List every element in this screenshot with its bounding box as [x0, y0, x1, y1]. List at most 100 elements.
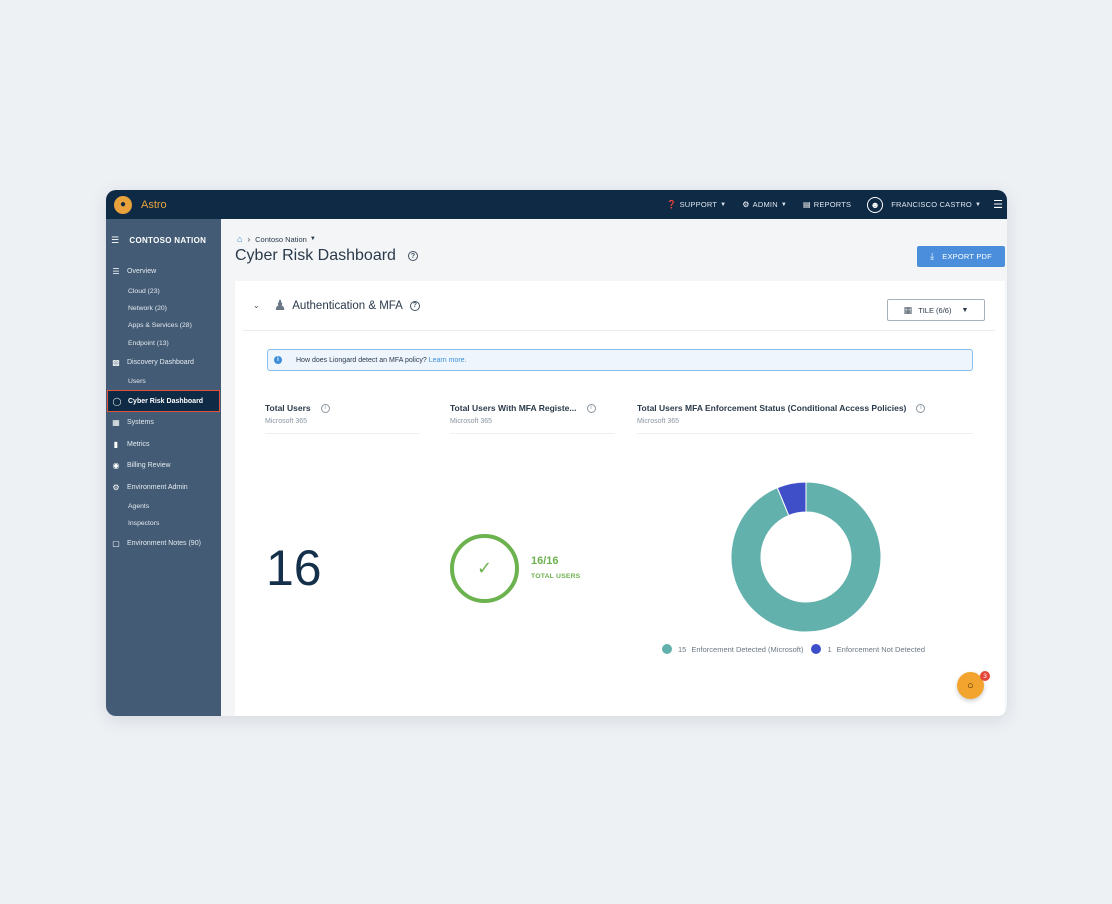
sidebar-item-label: Discovery Dashboard	[127, 358, 194, 366]
auth-mfa-card: ⌄ ♟ Authentication & MFA ? ▦ TILE (6/6) …	[235, 281, 1005, 716]
hamburger-icon[interactable]: ☰	[111, 234, 120, 245]
info-text: How does Liongard detect an MFA policy?	[296, 356, 427, 364]
user-avatar-icon: ☻	[867, 196, 884, 213]
legend-dot	[662, 644, 672, 654]
enforcement-donut-chart	[731, 482, 881, 632]
divider	[450, 433, 615, 434]
document-icon: ▤	[802, 200, 811, 209]
donut-slice-0[interactable]	[731, 482, 881, 632]
chat-icon: ○	[967, 679, 974, 692]
sidebar-item-systems[interactable]: ▦ Systems	[106, 412, 221, 434]
sidebar-item-label: Network (20)	[128, 304, 167, 312]
metric-source: Microsoft 365	[637, 418, 680, 425]
chevron-down-icon[interactable]: ⌄	[253, 301, 260, 310]
list-menu-icon[interactable]: ☰	[993, 199, 1003, 211]
sidebar-item-label: Apps & Services (28)	[128, 322, 192, 330]
metric-title: Total Users i	[265, 403, 330, 413]
metric-source: Microsoft 365	[265, 418, 308, 425]
section-header: ⌄ ♟ Authentication & MFA ? ▦ TILE (6/6) …	[243, 281, 995, 331]
chat-button[interactable]: ○	[957, 672, 984, 699]
legend-label[interactable]: Enforcement Not Detected	[836, 644, 926, 654]
sidebar-item-overview[interactable]: ☰ Overview	[106, 261, 221, 283]
caret-down-icon: ▼	[780, 201, 787, 208]
sidebar-item-billing-review[interactable]: ◉ Billing Review	[106, 455, 221, 477]
devices-icon: ▩	[112, 357, 120, 367]
sidebar-item-agents[interactable]: Agents	[106, 498, 221, 515]
list-icon: ☰	[112, 267, 120, 277]
note-icon: ▢	[112, 538, 120, 548]
info-icon[interactable]: i	[320, 403, 330, 413]
total-users-value: 16	[266, 540, 322, 596]
legend-value: 15	[678, 644, 687, 654]
mfa-ratio-label: TOTAL USERS	[531, 573, 581, 580]
sidebar-item-network[interactable]: Network (20)	[106, 300, 221, 317]
admin-menu[interactable]: ⚙ ADMIN ▼	[742, 200, 787, 209]
tile-view-dropdown[interactable]: ▦ TILE (6/6) ▼	[887, 299, 985, 321]
reports-link[interactable]: ▤ REPORTS	[803, 200, 851, 209]
info-icon: i	[274, 356, 282, 364]
breadcrumb: ⌂ › Contoso Nation ▼	[237, 234, 316, 244]
sidebar-item-apps-services[interactable]: Apps & Services (28)	[106, 317, 221, 334]
check-ring: ✓	[450, 534, 519, 603]
chevron-right-icon: ›	[247, 234, 251, 244]
metric-title-text: Total Users With MFA Registe...	[450, 403, 577, 413]
sidebar-item-cyber-risk-dashboard[interactable]: ◯ Cyber Risk Dashboard	[107, 390, 220, 412]
caret-down-icon[interactable]: ▼	[309, 236, 316, 242]
sidebar: ☰ CONTOSO NATION ☰ Overview Cloud (23) N…	[106, 219, 221, 716]
help-icon[interactable]: ?	[409, 300, 420, 311]
sidebar-item-inspectors[interactable]: Inspectors	[106, 515, 221, 532]
org-switcher[interactable]: ☰ CONTOSO NATION	[106, 219, 221, 261]
sidebar-item-endpoint[interactable]: Endpoint (13)	[106, 334, 221, 351]
sidebar-item-label: Users	[128, 378, 146, 386]
shield-icon: ◯	[112, 396, 122, 406]
legend-value: 1	[827, 644, 832, 654]
lion-logo-icon: ●	[114, 195, 132, 214]
org-name: CONTOSO NATION	[129, 235, 207, 245]
brand-name: Astro	[141, 198, 167, 211]
sidebar-item-discovery-dashboard[interactable]: ▩ Discovery Dashboard	[106, 352, 221, 374]
sidebar-item-metrics[interactable]: ▮ Metrics	[106, 433, 221, 455]
reports-label: REPORTS	[813, 200, 852, 209]
main-content: ⌂ › Contoso Nation ▼ Cyber Risk Dashboar…	[221, 219, 1007, 716]
mfa-ratio: 16/16	[531, 555, 559, 567]
section-title: Authentication & MFA	[292, 299, 403, 312]
export-pdf-label: EXPORT PDF	[942, 252, 992, 261]
metric-mfa-registered-header: Total Users With MFA Registe... i Micros…	[450, 403, 596, 425]
info-icon[interactable]: i	[916, 403, 926, 413]
sidebar-item-label: Cloud (23)	[128, 287, 160, 295]
app-window: ● Astro ❓ SUPPORT ▼ ⚙ ADMIN ▼ ▤ REPORTS	[106, 190, 1007, 716]
admin-label: ADMIN	[752, 200, 778, 209]
chat-badge: 3	[980, 671, 990, 681]
metric-source: Microsoft 365	[450, 418, 493, 425]
breadcrumb-current[interactable]: Contoso Nation	[255, 234, 307, 244]
sidebar-item-environment-admin[interactable]: ⚙ Environment Admin	[106, 476, 221, 498]
sidebar-item-cloud[interactable]: Cloud (23)	[106, 283, 221, 300]
sidebar-item-environment-notes[interactable]: ▢ Environment Notes (90)	[106, 533, 221, 555]
metric-title: Total Users With MFA Registe... i	[450, 403, 596, 413]
metric-title-text: Total Users MFA Enforcement Status (Cond…	[637, 403, 907, 413]
caret-down-icon: ▼	[974, 201, 982, 208]
sidebar-item-label: Endpoint (13)	[128, 339, 169, 347]
support-menu[interactable]: ❓ SUPPORT ▼	[666, 200, 726, 209]
sidebar-item-users[interactable]: Users	[106, 373, 221, 390]
home-icon[interactable]: ⌂	[237, 234, 243, 244]
donut-slice-1[interactable]	[776, 482, 807, 517]
caret-down-icon: ▼	[961, 306, 969, 314]
learn-more-link[interactable]: Learn more.	[428, 356, 467, 364]
gear-icon: ⚙	[742, 200, 750, 209]
sidebar-item-label: Agents	[128, 503, 150, 511]
metric-title: Total Users MFA Enforcement Status (Cond…	[637, 403, 926, 413]
user-menu[interactable]: ☻ FRANCISCO CASTRO ▼	[867, 196, 982, 213]
sidebar-item-label: Billing Review	[127, 462, 171, 470]
info-icon[interactable]: i	[586, 403, 596, 413]
metric-title-text: Total Users	[265, 403, 311, 413]
legend-label[interactable]: Enforcement Detected (Microsoft)	[691, 644, 804, 654]
export-pdf-button[interactable]: ⤓ EXPORT PDF	[917, 246, 1005, 267]
help-icon[interactable]: ?	[407, 251, 418, 261]
sidebar-item-label: Environment Notes (90)	[127, 539, 201, 547]
info-banner: i How does Liongard detect an MFA policy…	[267, 349, 973, 371]
top-bar-actions: ❓ SUPPORT ▼ ⚙ ADMIN ▼ ▤ REPORTS ☻ FRANCI…	[650, 190, 1003, 219]
metric-total-users-header: Total Users i Microsoft 365	[265, 403, 330, 425]
grid-icon: ▦	[903, 304, 913, 315]
